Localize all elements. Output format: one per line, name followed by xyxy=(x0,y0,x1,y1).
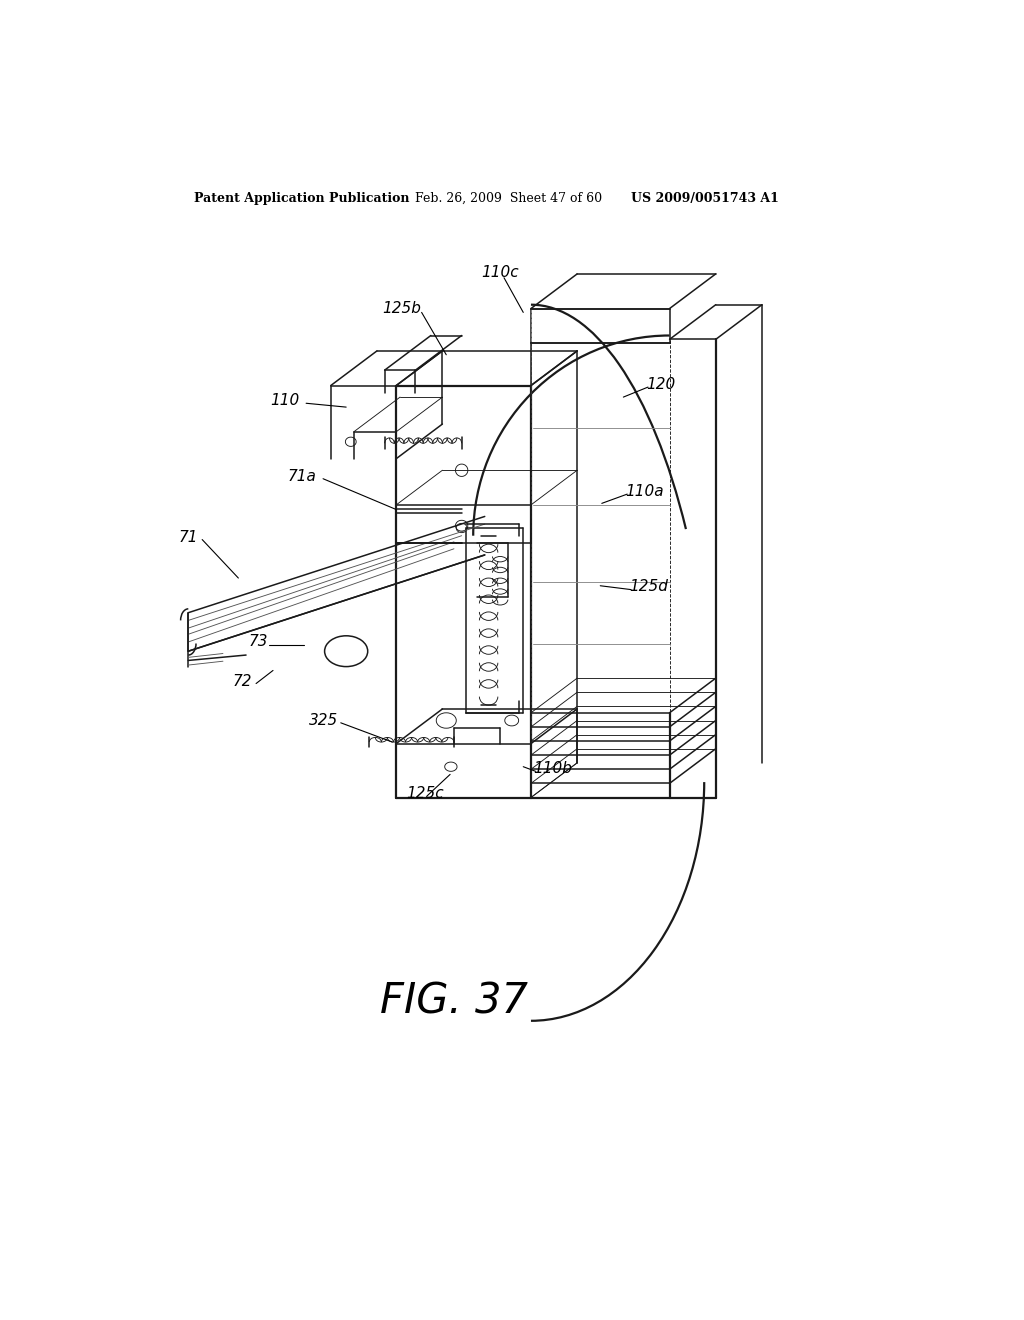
Text: 110a: 110a xyxy=(626,483,665,499)
Text: Patent Application Publication: Patent Application Publication xyxy=(194,191,410,205)
Text: 110: 110 xyxy=(270,393,300,408)
Text: 110c: 110c xyxy=(481,265,519,280)
Text: Feb. 26, 2009  Sheet 47 of 60: Feb. 26, 2009 Sheet 47 of 60 xyxy=(416,191,602,205)
Text: 72: 72 xyxy=(232,675,252,689)
Text: 325: 325 xyxy=(309,713,339,729)
Text: 110b: 110b xyxy=(534,760,572,776)
Text: 71a: 71a xyxy=(288,469,316,484)
Text: 71: 71 xyxy=(179,529,199,545)
Text: 125c: 125c xyxy=(407,787,444,801)
Text: 125b: 125b xyxy=(383,301,422,315)
Text: US 2009/0051743 A1: US 2009/0051743 A1 xyxy=(631,191,779,205)
Text: 73: 73 xyxy=(248,635,267,649)
Text: 120: 120 xyxy=(646,376,676,392)
Text: FIG. 37: FIG. 37 xyxy=(380,981,528,1023)
Text: 125d: 125d xyxy=(630,579,669,594)
